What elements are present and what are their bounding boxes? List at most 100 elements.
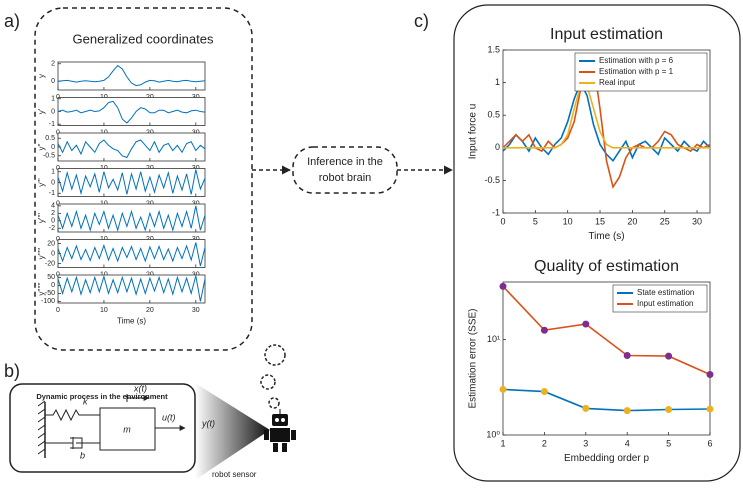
series-line xyxy=(57,205,206,232)
x-tick-label: 30 xyxy=(192,307,200,314)
y-tick-label: -50 xyxy=(45,290,55,297)
y-tick-label: 4 xyxy=(51,203,55,210)
inference-text: robot brain xyxy=(319,172,372,184)
series-line xyxy=(502,54,711,189)
y-tick-label: -1 xyxy=(492,207,500,217)
x-tick-label: 3 xyxy=(583,438,588,448)
inference-text: Inference in the xyxy=(307,156,383,168)
y-tick-label: -0.5 xyxy=(43,153,55,160)
y-axis-label: y''''' xyxy=(37,247,46,259)
x-axis-label: Time (s) xyxy=(117,316,146,325)
x-tick-label: 6 xyxy=(707,438,712,448)
x-tick-label: 10 xyxy=(563,216,573,226)
y-tick-label: 0 xyxy=(51,179,55,186)
chart-title: Input estimation xyxy=(550,26,663,43)
m-label: m xyxy=(123,424,131,434)
point xyxy=(582,320,590,328)
y-tick-label: 1 xyxy=(495,77,500,87)
legend-label: Real input xyxy=(599,78,636,87)
u-label: u(t) xyxy=(162,412,176,422)
thought-bubble xyxy=(260,374,276,390)
x-tick-label: 20 xyxy=(627,216,637,226)
x-tick-label: 5 xyxy=(533,216,538,226)
series-line xyxy=(502,285,711,376)
y-tick-label: 1.5 xyxy=(487,44,500,54)
series-line xyxy=(57,169,206,196)
legend-label: Input estimation xyxy=(637,299,693,308)
point xyxy=(665,352,673,360)
x-tick-label: 20 xyxy=(146,307,154,314)
y-tick-label: -1 xyxy=(49,121,55,128)
panel-label: b) xyxy=(4,361,20,381)
y-tick-label: 0.5 xyxy=(487,110,500,120)
y-tick-label: 0.5 xyxy=(45,135,55,142)
point xyxy=(499,282,507,290)
legend-label: Estimation with p = 6 xyxy=(599,56,674,65)
y-tick-label: 0 xyxy=(51,108,55,115)
x-label: x(t) xyxy=(133,383,147,393)
panel-label: a) xyxy=(4,11,20,31)
y-axis-label: y'''''' xyxy=(37,282,46,296)
y-tick-label: -2 xyxy=(49,225,55,232)
y-tick-label: 50 xyxy=(47,274,55,281)
robot xyxy=(264,409,296,452)
series-line xyxy=(502,388,711,412)
y-tick-label: 20 xyxy=(47,240,55,247)
mass xyxy=(99,407,156,451)
chart-title: Generalized coordinates xyxy=(73,31,214,46)
y-axis-label: y''' xyxy=(37,178,46,187)
damper xyxy=(45,437,100,449)
x-tick-label: 2 xyxy=(542,438,547,448)
legend-label: Estimation with p = 1 xyxy=(599,67,674,76)
y-axis-label: y'' xyxy=(37,143,46,151)
point xyxy=(499,385,507,393)
point xyxy=(582,404,590,412)
series-line xyxy=(57,274,206,302)
x-tick-label: 10 xyxy=(100,307,108,314)
x-tick-label: 0 xyxy=(500,216,505,226)
point xyxy=(623,351,631,359)
point xyxy=(665,405,673,413)
y-tick-label: 2 xyxy=(51,61,55,68)
series-line xyxy=(57,64,206,87)
panel-a-box xyxy=(34,7,253,351)
plot-area xyxy=(57,239,206,268)
plot-area xyxy=(57,97,206,126)
x-tick-label: 30 xyxy=(692,216,702,226)
y-tick-label: 10¹ xyxy=(487,334,500,344)
y-tick-label: 0 xyxy=(51,144,55,151)
series-line xyxy=(57,242,206,267)
y-tick-label: 1 xyxy=(51,169,55,176)
panel-c-box xyxy=(453,4,741,482)
panel-label: c) xyxy=(414,11,429,31)
y-tick-label: 10⁰ xyxy=(486,429,500,439)
k-label: k xyxy=(83,396,88,406)
plot-area xyxy=(57,132,206,162)
spring xyxy=(45,408,100,422)
x-axis-label: Time (s) xyxy=(588,231,624,242)
x-axis-label: Embedding order p xyxy=(564,453,649,464)
series-line xyxy=(57,100,206,124)
x-tick-label: 1 xyxy=(500,438,505,448)
process-title: Dynamic process in the environment xyxy=(36,392,168,401)
y-tick-label: -0.5 xyxy=(484,175,500,185)
legend-box xyxy=(612,284,708,313)
y-axis-label: Input force u xyxy=(468,104,479,160)
y-axis-label: Estimation error (SSE) xyxy=(468,308,479,408)
x-tick-label: 5 xyxy=(666,438,671,448)
x-tick-label: 15 xyxy=(595,216,605,226)
y-tick-label: 1 xyxy=(51,96,55,103)
y-tick-label: -100 xyxy=(41,298,55,305)
y-axis-label: y xyxy=(37,74,46,78)
point xyxy=(706,405,714,413)
wall-hatch xyxy=(37,400,46,455)
y-tick-label: -1 xyxy=(49,190,55,197)
sensor-beam xyxy=(195,383,270,480)
y-label: y(t) xyxy=(201,418,215,428)
b-label: b xyxy=(80,450,85,460)
plot-area xyxy=(57,203,206,233)
y-tick-label: 0 xyxy=(51,218,55,225)
chart-title: Quality of estimation xyxy=(534,258,679,275)
y-tick-label: 0 xyxy=(495,142,500,152)
